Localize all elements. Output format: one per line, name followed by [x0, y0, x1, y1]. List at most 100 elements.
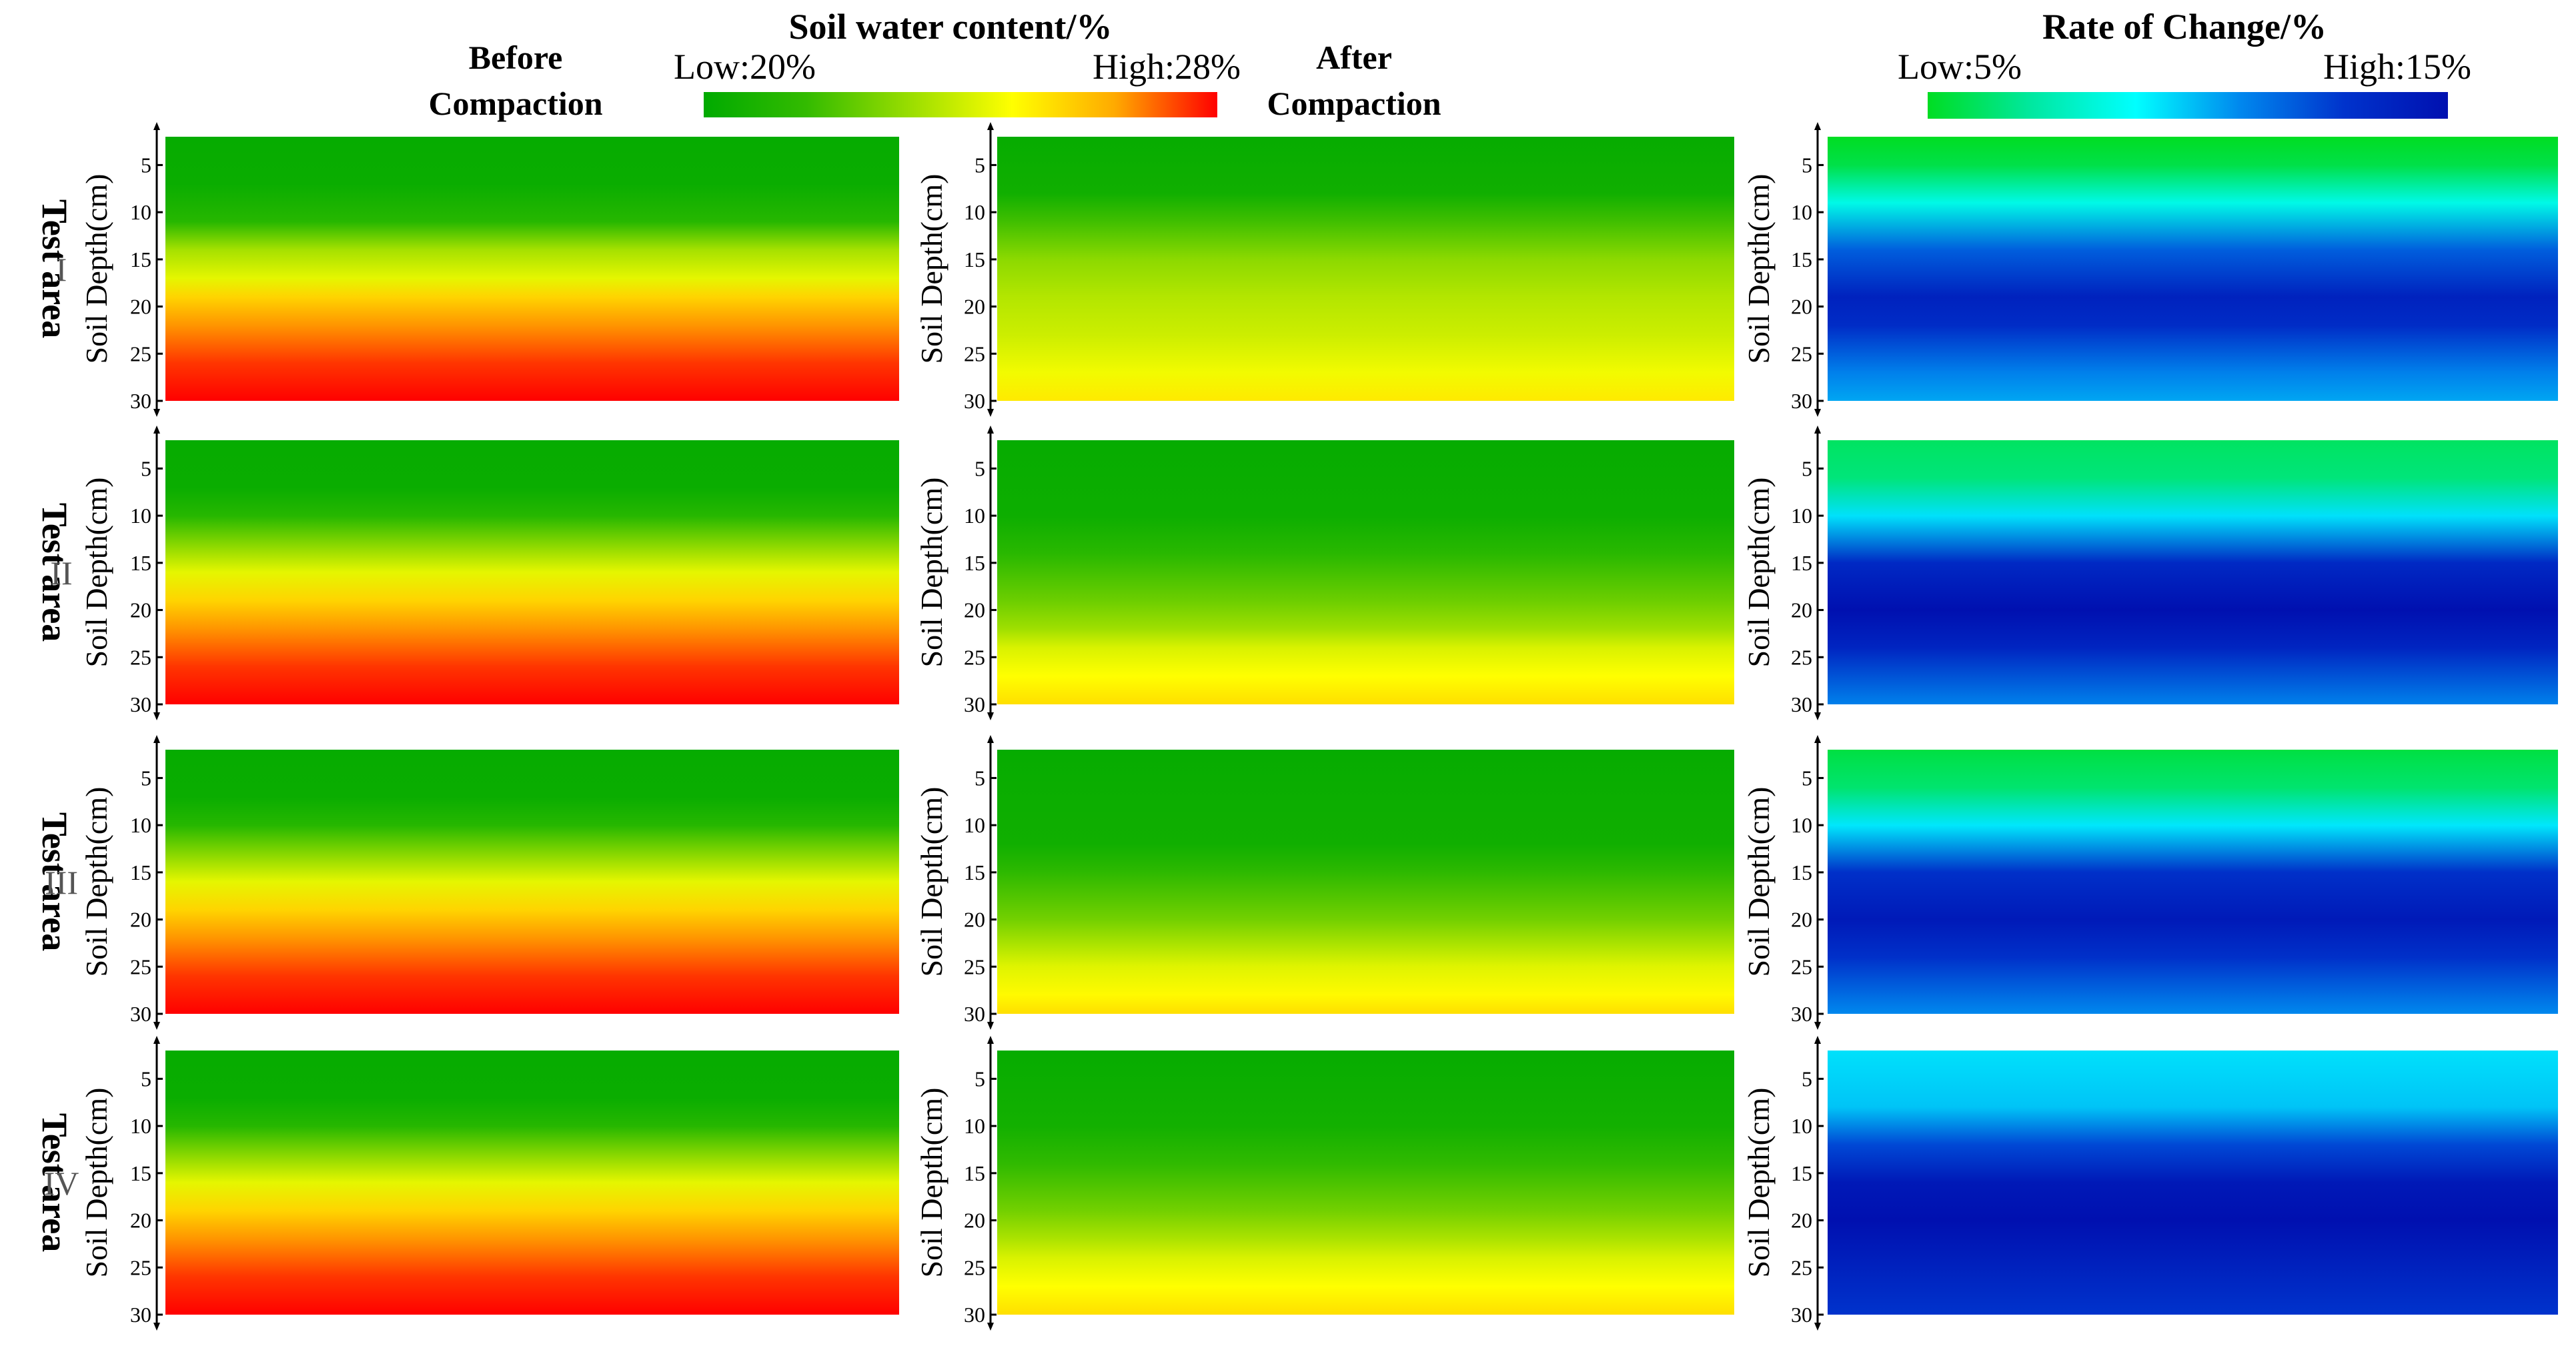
heatmap-panel-after [997, 440, 1734, 704]
y-tick-label: 10 [130, 200, 151, 224]
y-tick-label: 5 [975, 1067, 985, 1091]
y-tick-label: 5 [975, 766, 985, 790]
y-tick-label: 25 [964, 645, 985, 669]
y-axis-title: Soil Depth(cm) [914, 787, 948, 977]
heatmap-panel-before [165, 137, 899, 401]
y-tick-label: 30 [1791, 389, 1812, 413]
y-axis-arrow [153, 426, 160, 434]
y-tick-label: 30 [964, 389, 985, 413]
y-tick-label: 15 [964, 860, 985, 884]
heatmap-panel-after [997, 750, 1734, 1014]
y-tick-label: 10 [130, 504, 151, 528]
y-axis-title: Soil Depth(cm) [79, 787, 113, 977]
y-axis-title: Soil Depth(cm) [79, 1088, 113, 1278]
y-axis-title: Soil Depth(cm) [1742, 478, 1776, 668]
roc-legend-title: Rate of Change/% [2042, 7, 2327, 47]
y-axis-arrow [987, 735, 994, 743]
y-tick-label: 15 [1791, 551, 1812, 575]
y-axis-title: Soil Depth(cm) [79, 478, 113, 668]
y-tick-label: 20 [1791, 1209, 1812, 1233]
y-tick-label: 5 [141, 456, 151, 480]
row-label-test-area: Test area [35, 503, 75, 642]
y-axis-arrow [987, 426, 994, 434]
y-tick-label: 25 [1791, 954, 1812, 978]
swc-legend-low: Low:20% [674, 47, 816, 87]
y-axis-arrow [1814, 735, 1821, 743]
row-label-test-area: Test area [35, 812, 75, 952]
y-tick-label: 25 [964, 954, 985, 978]
y-axis-arrow [153, 1036, 160, 1044]
y-axis-arrow [987, 1022, 994, 1030]
after-compaction-label-line2: Compaction [1267, 85, 1441, 122]
row-roman-numeral: I [56, 251, 67, 288]
y-tick-label: 10 [1791, 504, 1812, 528]
y-tick-label: 20 [130, 598, 151, 622]
y-tick-label: 20 [1791, 295, 1812, 319]
y-tick-label: 20 [964, 908, 985, 932]
y-tick-label: 30 [1791, 1002, 1812, 1026]
y-axis-arrow [1814, 1323, 1821, 1331]
y-axis-title: Soil Depth(cm) [1742, 1088, 1776, 1278]
y-tick-label: 15 [964, 247, 985, 271]
y-tick-label: 15 [130, 247, 151, 271]
y-axis-title: Soil Depth(cm) [914, 1088, 948, 1278]
heatmap-panel-rate-of-change [1828, 750, 2558, 1014]
row-label-test-area: Test area [35, 199, 75, 339]
y-axis-arrow [1814, 409, 1821, 417]
y-tick-label: 30 [1791, 1303, 1812, 1327]
y-axis-arrow [1814, 712, 1821, 720]
y-tick-label: 20 [130, 908, 151, 932]
y-tick-label: 25 [964, 342, 985, 366]
y-tick-label: 20 [1791, 908, 1812, 932]
heatmap-panel-rate-of-change [1828, 440, 2558, 704]
y-tick-label: 5 [975, 153, 985, 177]
y-axis-arrow [987, 122, 994, 130]
row-roman-numeral: IV [44, 1165, 79, 1202]
heatmap-panel-before [165, 750, 899, 1014]
y-axis-arrow [987, 712, 994, 720]
y-tick-label: 5 [141, 766, 151, 790]
y-axis-arrow [153, 1323, 160, 1331]
y-axis-arrow [987, 1036, 994, 1044]
y-tick-label: 30 [964, 692, 985, 716]
after-compaction-label-line1: After [1316, 39, 1392, 76]
heatmap-panel-after [997, 137, 1734, 401]
y-tick-label: 15 [1791, 860, 1812, 884]
y-tick-label: 5 [1802, 1067, 1812, 1091]
heatmap-panel-rate-of-change [1828, 137, 2558, 401]
row-label-test-area: Test area [35, 1113, 75, 1253]
roc-colorbar [1928, 92, 2448, 119]
swc-legend-high: High:28% [1093, 47, 1241, 87]
y-tick-label: 5 [141, 153, 151, 177]
y-tick-label: 15 [1791, 1161, 1812, 1185]
y-tick-label: 10 [964, 504, 985, 528]
y-tick-label: 20 [130, 1209, 151, 1233]
y-axis-arrow [1814, 426, 1821, 434]
y-tick-label: 5 [1802, 456, 1812, 480]
y-tick-label: 5 [1802, 153, 1812, 177]
y-tick-label: 10 [130, 813, 151, 837]
y-tick-label: 25 [130, 1255, 151, 1279]
before-compaction-label-line1: Before [469, 39, 563, 76]
y-axis-title: Soil Depth(cm) [914, 478, 948, 668]
y-axis-arrow [153, 712, 160, 720]
y-tick-label: 5 [141, 1067, 151, 1091]
y-tick-label: 25 [1791, 645, 1812, 669]
y-axis-title: Soil Depth(cm) [79, 174, 113, 364]
y-tick-label: 25 [1791, 342, 1812, 366]
y-tick-label: 20 [964, 295, 985, 319]
heatmap-panel-before [165, 440, 899, 704]
y-axis-arrow [987, 409, 994, 417]
y-axis-arrow [153, 735, 160, 743]
y-tick-label: 10 [964, 1114, 985, 1138]
y-tick-label: 30 [964, 1002, 985, 1026]
y-tick-label: 15 [964, 551, 985, 575]
row-roman-numeral: II [50, 554, 72, 592]
y-tick-label: 30 [1791, 692, 1812, 716]
y-axis-arrow [1814, 122, 1821, 130]
y-tick-label: 10 [1791, 200, 1812, 224]
y-axis-arrow [1814, 1036, 1821, 1044]
heatmap-panel-before [165, 1051, 899, 1315]
